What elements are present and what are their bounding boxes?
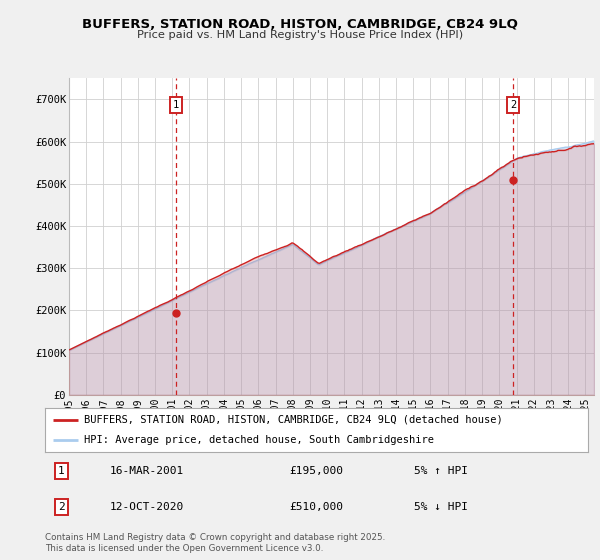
Text: 1: 1 bbox=[173, 100, 179, 110]
Text: 5% ↑ HPI: 5% ↑ HPI bbox=[414, 466, 468, 476]
Text: 5% ↓ HPI: 5% ↓ HPI bbox=[414, 502, 468, 512]
Text: 16-MAR-2001: 16-MAR-2001 bbox=[110, 466, 184, 476]
Text: £510,000: £510,000 bbox=[289, 502, 343, 512]
Text: 2: 2 bbox=[58, 502, 65, 512]
Text: BUFFERS, STATION ROAD, HISTON, CAMBRIDGE, CB24 9LQ: BUFFERS, STATION ROAD, HISTON, CAMBRIDGE… bbox=[82, 18, 518, 31]
Text: 12-OCT-2020: 12-OCT-2020 bbox=[110, 502, 184, 512]
Text: BUFFERS, STATION ROAD, HISTON, CAMBRIDGE, CB24 9LQ (detached house): BUFFERS, STATION ROAD, HISTON, CAMBRIDGE… bbox=[84, 415, 503, 425]
Text: Contains HM Land Registry data © Crown copyright and database right 2025.
This d: Contains HM Land Registry data © Crown c… bbox=[45, 533, 385, 553]
Text: 1: 1 bbox=[58, 466, 65, 476]
Text: 2: 2 bbox=[510, 100, 516, 110]
Text: Price paid vs. HM Land Registry's House Price Index (HPI): Price paid vs. HM Land Registry's House … bbox=[137, 30, 463, 40]
Text: £195,000: £195,000 bbox=[289, 466, 343, 476]
Text: HPI: Average price, detached house, South Cambridgeshire: HPI: Average price, detached house, Sout… bbox=[84, 435, 434, 445]
